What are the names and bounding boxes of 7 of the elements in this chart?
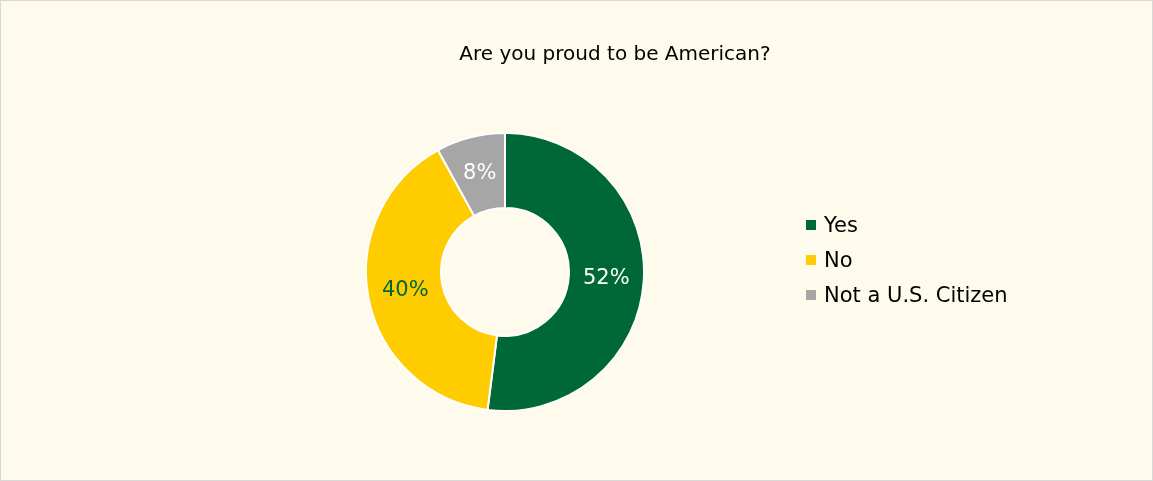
legend-label: No xyxy=(824,247,853,272)
legend-label: Not a U.S. Citizen xyxy=(824,282,1008,307)
data-label: 52% xyxy=(582,264,630,289)
legend-label: Yes xyxy=(824,212,858,237)
chart-title: Are you proud to be American? xyxy=(458,41,772,65)
data-label: 40% xyxy=(381,277,429,302)
data-label: 8% xyxy=(463,160,497,185)
